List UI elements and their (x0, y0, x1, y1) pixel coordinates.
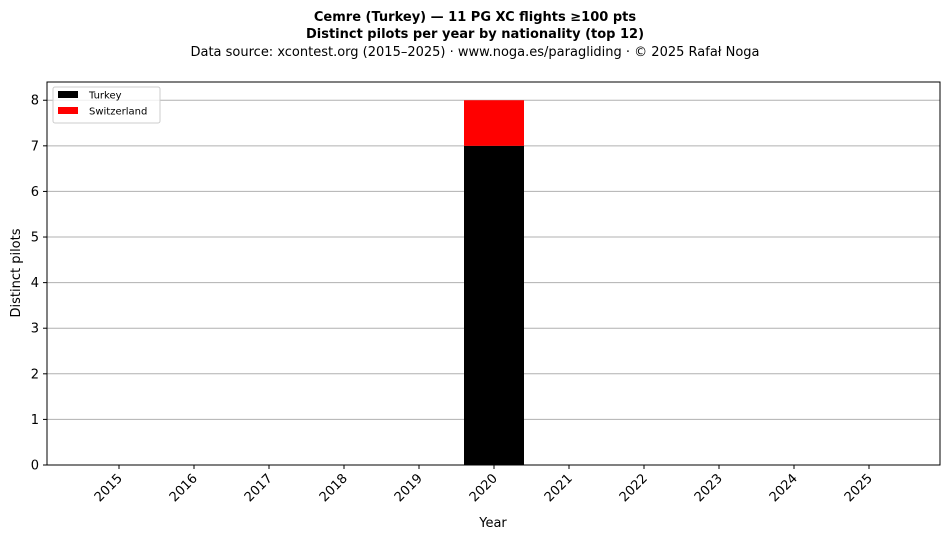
y-tick-label: 7 (31, 139, 39, 154)
x-tick-label: 2018 (317, 471, 351, 505)
x-tick-label: 2025 (842, 471, 876, 505)
y-tick-label: 3 (31, 322, 39, 337)
x-tick-label: 2016 (167, 471, 201, 505)
x-tick-label: 2021 (542, 471, 576, 505)
bar-turkey-2020 (464, 145, 524, 466)
legend-box (52, 86, 161, 124)
x-tick-label: 2022 (617, 471, 651, 505)
x-tick-label: 2024 (767, 471, 801, 505)
legend-label-switzerland: Switzerland (89, 107, 147, 118)
y-tick-label: 5 (31, 231, 39, 246)
y-tick-label: 6 (31, 185, 39, 200)
y-tick-label: 8 (31, 94, 39, 109)
y-tick-label: 1 (31, 413, 39, 428)
y-tick-label: 0 (31, 459, 39, 474)
chart-subtitle: Distinct pilots per year by nationality … (306, 27, 644, 42)
bar-switzerland-2020 (464, 100, 524, 146)
x-tick-label: 2017 (242, 471, 276, 505)
y-tick-label: 4 (31, 276, 39, 291)
x-tick-label: 2023 (692, 471, 726, 505)
legend: Turkey Switzerland (52, 86, 161, 124)
x-tick-label: 2020 (467, 471, 501, 505)
legend-swatch-turkey (58, 91, 78, 98)
legend-swatch-switzerland (58, 107, 78, 114)
x-tick-label: 2019 (392, 471, 426, 505)
x-axis-ticks: 2015 2016 2017 2018 2019 2020 2021 2022 2023 2024… (92, 465, 876, 505)
y-axis-ticks: 0 1 2 3 4 5 6 7 8 (31, 94, 47, 474)
legend-label-turkey: Turkey (88, 91, 122, 102)
y-axis-label: Distinct pilots (9, 228, 24, 317)
y-tick-label: 2 (31, 367, 39, 382)
bars (464, 100, 524, 466)
x-axis-label: Year (478, 516, 507, 531)
x-tick-label: 2015 (92, 471, 126, 505)
chart-title: Cemre (Turkey) — 11 PG XC flights ≥100 p… (314, 10, 636, 25)
chart-source: Data source: xcontest.org (2015–2025) · … (190, 45, 759, 60)
